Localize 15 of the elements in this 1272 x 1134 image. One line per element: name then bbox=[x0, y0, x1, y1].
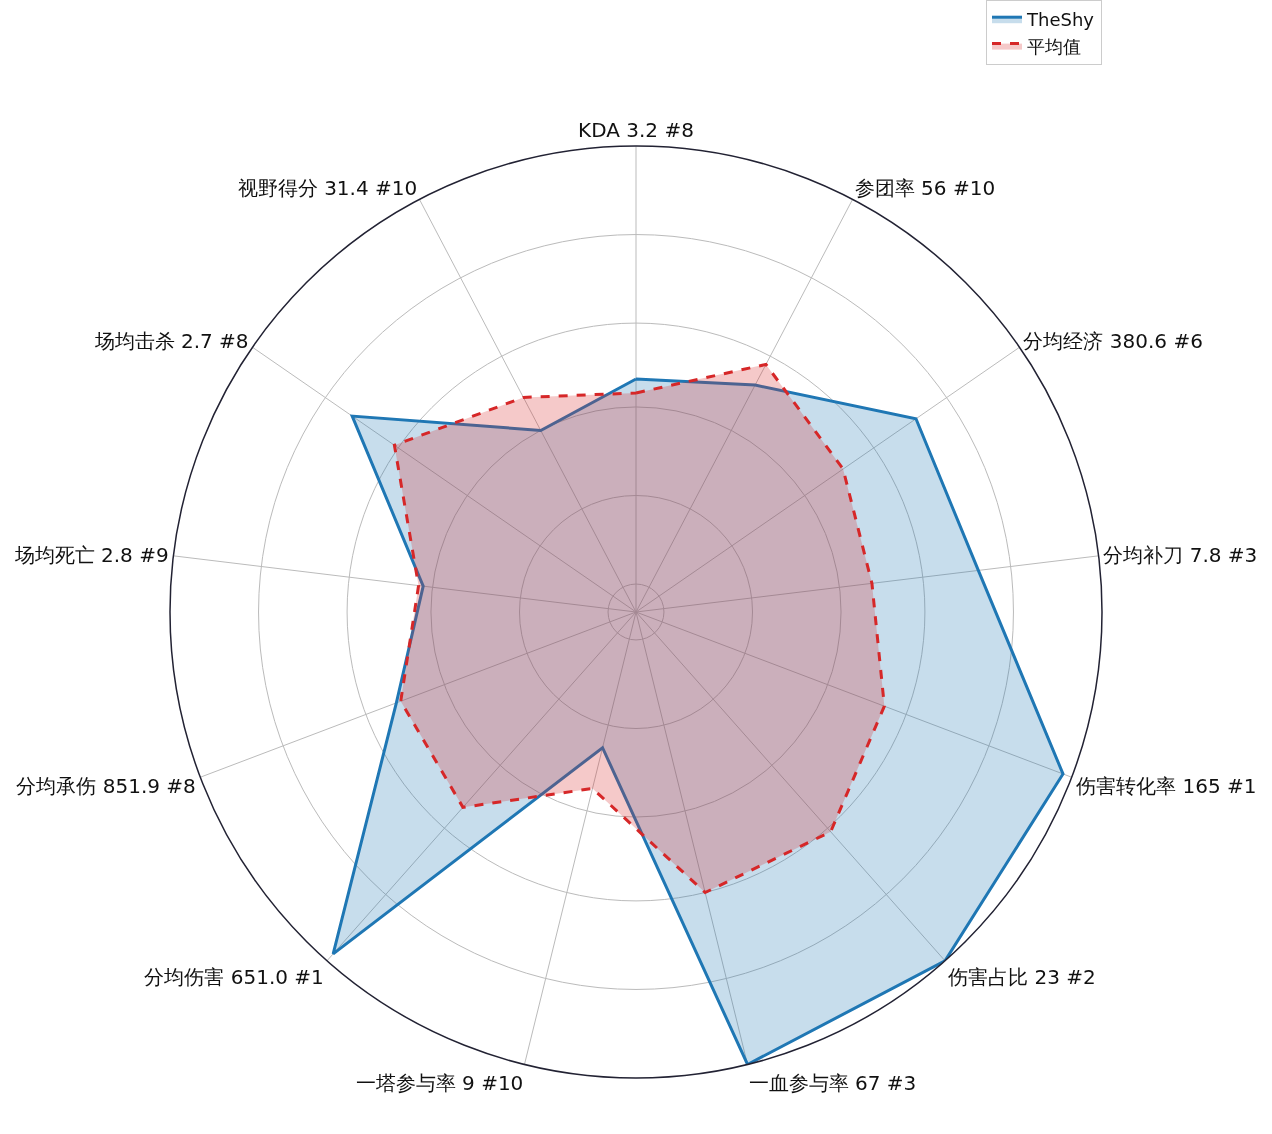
spoke-label: KDA 3.2 #8 bbox=[578, 118, 694, 143]
spoke-label: 场均死亡 2.8 #9 bbox=[13, 542, 169, 567]
spoke-label: 分均经济 380.6 #6 bbox=[1023, 329, 1203, 354]
legend-label: TheShy bbox=[1026, 9, 1095, 31]
spoke-label: 分均伤害 651.0 #1 bbox=[144, 964, 324, 989]
spoke-label: 视野得分 31.4 #10 bbox=[237, 175, 418, 200]
spoke-label: 分均补刀 7.8 #3 bbox=[1103, 542, 1258, 567]
legend-label: 平均值 bbox=[1027, 35, 1081, 57]
spoke-label: 伤害转化率 165 #1 bbox=[1076, 773, 1257, 798]
spoke-label: 场均击杀 2.7 #8 bbox=[93, 329, 249, 354]
spoke-label: 一血参与率 67 #3 bbox=[748, 1071, 917, 1096]
spoke-label: 一塔参与率 9 #10 bbox=[355, 1071, 524, 1096]
spoke-label: 参团率 56 #10 bbox=[854, 175, 996, 200]
spoke-label: 伤害占比 23 #2 bbox=[948, 964, 1096, 989]
spoke-label: 分均承伤 851.9 #8 bbox=[16, 773, 196, 798]
